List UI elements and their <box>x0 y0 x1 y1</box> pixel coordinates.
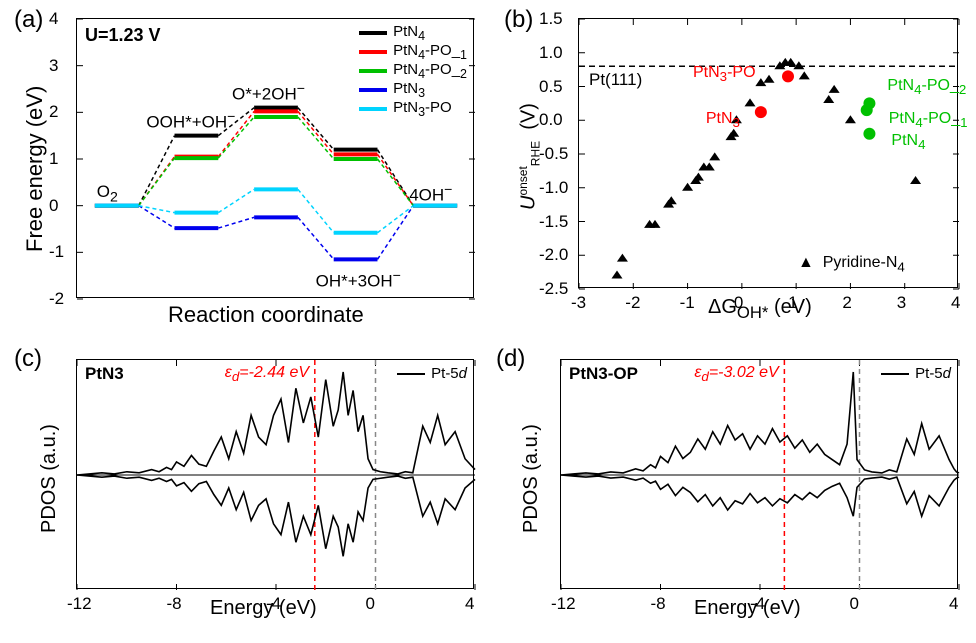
legend-label: PtN4-PO_2 <box>393 61 467 81</box>
legend-row: Pt-5d <box>397 364 467 383</box>
panel-a-ann-s4: 4OH− <box>409 182 452 206</box>
panel-b: (b) Pt(111) -3-2-101234-2.5-2.0-1.5-1.0-… <box>498 0 976 345</box>
legend-swatch <box>359 50 387 54</box>
panel-d-dcenter-label: εd=-3.02 eV <box>694 364 778 384</box>
legend-swatch <box>359 88 387 92</box>
panel-b-ptline-label: Pt(111) <box>589 70 642 90</box>
panel-a-ann-s0: O2 <box>97 182 118 205</box>
panel-c-tag: (c) <box>14 345 42 373</box>
panel-c-legend-label: Pt-5d <box>431 365 467 382</box>
legend-swatch <box>359 31 387 35</box>
panel-a-ylabel: Free energy (eV) <box>22 86 48 252</box>
panel-a-ann-s3: OH*+3OH− <box>316 268 401 292</box>
panel-a: (a) U=1.23 V O2 OOH*+OH− O*+2OH− OH*+3OH… <box>0 0 498 345</box>
panel-d-legend-label: Pt-5d <box>915 365 951 382</box>
panel-a-plot: U=1.23 V O2 OOH*+OH− O*+2OH− OH*+3OH− 4O… <box>76 18 474 298</box>
panel-c-title-text: PtN3 <box>85 364 124 383</box>
panel-a-title: U=1.23 V <box>85 25 161 46</box>
panel-d-xlabel: Energy (eV) <box>694 597 801 620</box>
panel-a-ann-s1: OOH*+OH− <box>146 109 235 133</box>
legend-row: PtN4-PO_1 <box>359 42 467 61</box>
panel-a-tag: (a) <box>14 6 43 34</box>
legend-row: PtN4 <box>359 23 467 42</box>
panel-b-xlabel: ΔGOH* (eV) <box>708 296 812 323</box>
panel-d-svg <box>561 360 959 590</box>
panel-d-tag: (d) <box>496 345 525 373</box>
panel-b-legend-marker: ▲ Pyridine-N4 <box>798 254 905 274</box>
legend-label: PtN3 <box>393 80 425 100</box>
panel-c-svg <box>77 360 475 590</box>
panel-a-ann-s2: O*+2OH− <box>232 81 305 105</box>
panel-b-svg <box>579 19 959 289</box>
panel-a-legend: PtN4PtN4-PO_1PtN4-PO_2PtN3PtN3-PO <box>359 23 467 118</box>
panel-c: (c) PtN3 εd=-2.44 eV Pt-5d -12-8-404 PDO… <box>0 345 488 643</box>
legend-label: PtN4 <box>393 23 425 43</box>
panel-b-plot: Pt(111) -3-2-101234-2.5-2.0-1.5-1.0-0.50… <box>578 18 958 288</box>
legend-row: PtN3-PO <box>359 99 467 118</box>
panel-a-xlabel: Reaction coordinate <box>168 302 364 328</box>
panel-c-legend: Pt-5d <box>397 364 467 383</box>
legend-label: PtN4-PO_1 <box>393 42 467 62</box>
legend-swatch <box>359 69 387 73</box>
legend-row: PtN3 <box>359 80 467 99</box>
panel-d: (d) PtN3-OP εd=-3.02 eV Pt-5d -12-8-404 … <box>488 345 976 643</box>
legend-row: Pt-5d <box>881 364 951 383</box>
panel-d-legend: Pt-5d <box>881 364 951 383</box>
panel-c-ylabel: PDOS (a.u.) <box>38 424 61 533</box>
panel-d-plot: PtN3-OP εd=-3.02 eV Pt-5d -12-8-404 <box>560 359 958 589</box>
legend-label: PtN3-PO <box>393 99 452 119</box>
panel-b-ylabel: UonsetRHE (V) <box>516 103 543 210</box>
legend-row: PtN4-PO_2 <box>359 61 467 80</box>
panel-c-title: PtN3 <box>85 364 124 384</box>
panel-d-ylabel: PDOS (a.u.) <box>520 424 543 533</box>
panel-b-tag: (b) <box>504 6 533 34</box>
legend-swatch <box>881 373 909 375</box>
panel-c-plot: PtN3 εd=-2.44 eV Pt-5d -12-8-404 <box>76 359 474 589</box>
legend-swatch <box>359 107 387 111</box>
panel-d-title: PtN3-OP <box>569 364 638 384</box>
panel-d-title-text: PtN3-OP <box>569 364 638 383</box>
panel-c-xlabel: Energy (eV) <box>210 597 317 620</box>
figure-root: (a) U=1.23 V O2 OOH*+OH− O*+2OH− OH*+3OH… <box>0 0 976 643</box>
legend-swatch <box>397 373 425 375</box>
panel-c-dcenter-label: εd=-2.44 eV <box>225 364 309 384</box>
